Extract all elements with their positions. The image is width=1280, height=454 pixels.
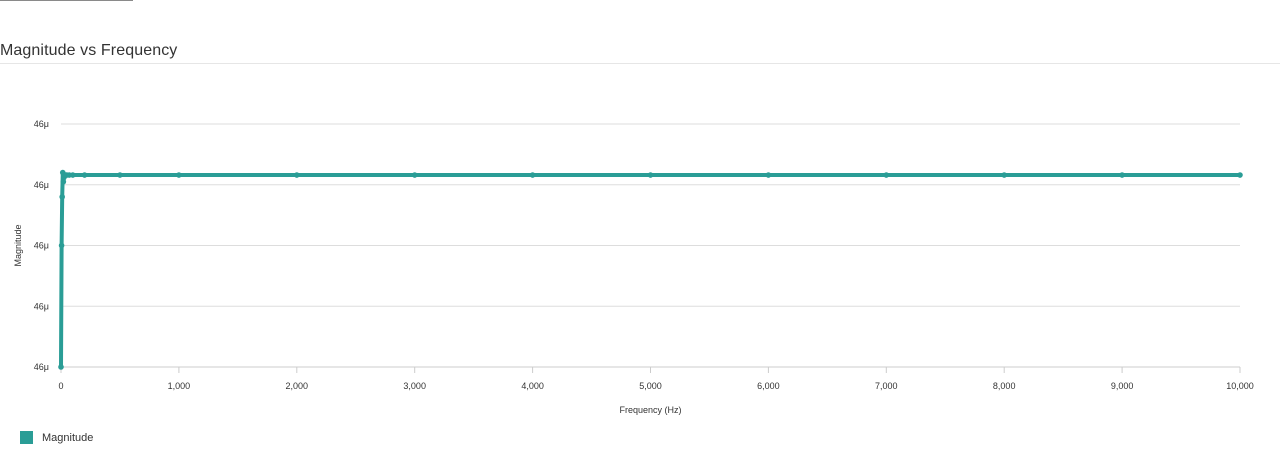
x-axis-ticks: 0 1,000 2,000 3,000 4,000 5,000 6,000 7,000 8,00… xyxy=(58,367,1254,391)
x-tick-label: 8,000 xyxy=(993,381,1016,391)
data-point[interactable] xyxy=(176,172,182,178)
data-point[interactable] xyxy=(60,178,67,185)
x-tick-label: 3,000 xyxy=(403,381,426,391)
data-point[interactable] xyxy=(58,242,65,249)
legend-label: Magnitude xyxy=(42,431,94,444)
page-title: Magnitude vs Frequency xyxy=(0,42,178,59)
data-point[interactable] xyxy=(1001,172,1007,178)
y-tick-label: 46μ xyxy=(34,119,49,129)
x-tick-label: 9,000 xyxy=(1111,381,1134,391)
data-point[interactable] xyxy=(529,172,536,178)
data-point[interactable] xyxy=(765,172,772,178)
y-tick-label: 46μ xyxy=(34,362,49,372)
x-tick-label: 4,000 xyxy=(521,381,544,391)
x-tick-label: 7,000 xyxy=(875,381,898,391)
data-point[interactable] xyxy=(59,194,65,200)
top-tab-underline xyxy=(0,0,133,1)
data-point[interactable] xyxy=(1237,172,1243,178)
y-tick-label: 46μ xyxy=(34,241,49,251)
x-tick-label: 10,000 xyxy=(1226,381,1254,391)
y-tick-label: 46μ xyxy=(34,180,49,190)
data-point[interactable] xyxy=(411,172,418,178)
data-point[interactable] xyxy=(1119,172,1125,178)
grid-lines xyxy=(61,123,1240,307)
data-point[interactable] xyxy=(117,172,123,178)
title-divider xyxy=(0,63,1280,64)
x-axis-title: Frequency (Hz) xyxy=(619,405,681,415)
y-axis-title: Magnitude xyxy=(13,224,23,266)
data-point[interactable] xyxy=(69,172,76,178)
y-axis-ticks: 46μ 46μ 46μ 46μ 46μ xyxy=(34,119,49,372)
data-point[interactable] xyxy=(883,172,890,178)
x-tick-label: 5,000 xyxy=(639,381,662,391)
x-tick-label: 6,000 xyxy=(757,381,780,391)
x-tick-label: 1,000 xyxy=(168,381,191,391)
legend-item-magnitude[interactable]: Magnitude xyxy=(20,431,93,444)
series-line[interactable] xyxy=(59,170,1242,369)
data-point[interactable] xyxy=(294,172,300,178)
x-tick-label: 2,000 xyxy=(286,381,309,391)
series-magnitude[interactable] xyxy=(58,169,1243,370)
data-point[interactable] xyxy=(81,172,88,178)
y-tick-label: 46μ xyxy=(34,301,49,311)
legend-swatch xyxy=(20,431,33,444)
x-tick-label: 0 xyxy=(58,381,63,391)
data-point[interactable] xyxy=(58,364,64,370)
data-point[interactable] xyxy=(647,172,654,178)
